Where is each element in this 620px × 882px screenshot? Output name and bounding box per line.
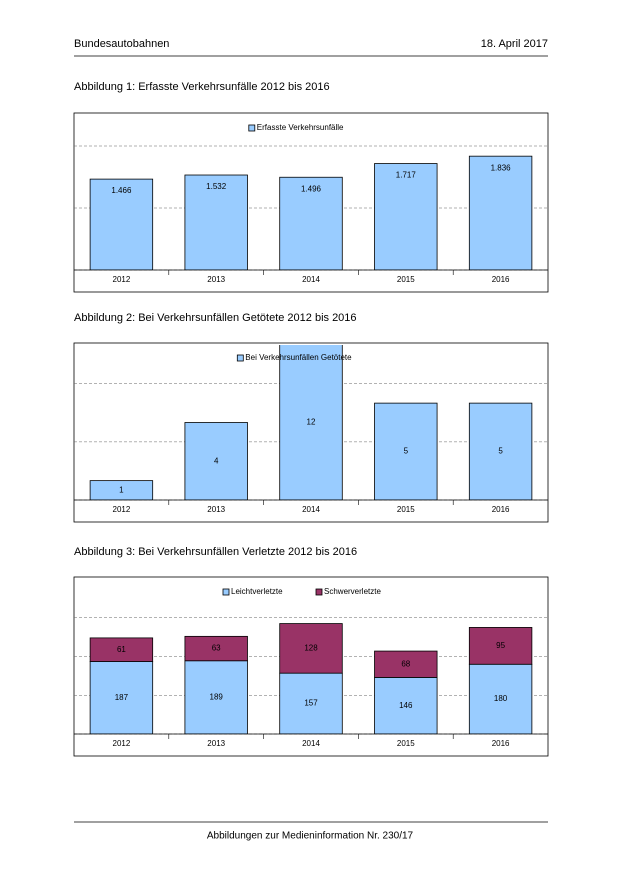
data-label: 1.466: [111, 186, 132, 195]
header-left: Bundesautobahnen: [74, 38, 169, 50]
x-tick-label: 2016: [492, 739, 510, 748]
x-tick-label: 2012: [113, 505, 131, 514]
x-tick-label: 2013: [207, 275, 225, 284]
data-label: 1: [119, 485, 124, 494]
data-label: 1.496: [301, 184, 322, 193]
x-tick-label: 2015: [397, 505, 415, 514]
bar: [89, 480, 154, 500]
bar: [184, 422, 248, 500]
bars: [89, 345, 533, 500]
data-label: 4: [214, 456, 219, 465]
x-tick-label: 2016: [492, 505, 510, 514]
legend-label: Erfasste Verkehrsunfälle: [257, 123, 344, 132]
data-label: 5: [404, 447, 409, 456]
bar: [184, 174, 248, 270]
chart-title: Abbildung 2: Bei Verkehrsunfällen Getöte…: [74, 312, 357, 324]
data-label: 1.532: [206, 182, 227, 191]
bar: [374, 650, 438, 678]
bar: [184, 635, 248, 662]
x-tick-label: 2013: [207, 739, 225, 748]
legend-swatch: [315, 588, 323, 596]
data-label: 5: [498, 447, 503, 456]
bar: [89, 661, 154, 734]
x-tick-label: 2013: [207, 505, 225, 514]
header-right: 18. April 2017: [481, 38, 548, 50]
bar: [279, 623, 343, 674]
bar: [374, 163, 438, 270]
x-tick-label: 2014: [302, 275, 320, 284]
data-label: 128: [304, 643, 318, 652]
bar: [279, 176, 343, 270]
x-tick-label: 2015: [397, 275, 415, 284]
data-label: 187: [115, 693, 129, 702]
legend-swatch: [222, 588, 230, 596]
bars: [89, 155, 533, 270]
x-tick-label: 2015: [397, 739, 415, 748]
x-tick-label: 2012: [113, 739, 131, 748]
data-label: 180: [494, 694, 508, 703]
x-tick-label: 2016: [492, 275, 510, 284]
chart-title: Abbildung 1: Erfasste Verkehrsunfälle 20…: [74, 81, 330, 93]
data-label: 68: [401, 659, 410, 668]
data-label: 146: [399, 701, 413, 710]
bar: [468, 155, 533, 270]
x-tick-label: 2014: [302, 739, 320, 748]
bar: [279, 672, 343, 734]
data-label: 189: [210, 692, 224, 701]
bar: [89, 637, 154, 662]
data-label: 12: [307, 418, 316, 427]
footer: Abbildungen zur Medieninformation Nr. 23…: [207, 831, 414, 842]
x-tick-label: 2014: [302, 505, 320, 514]
data-label: 1.717: [396, 171, 417, 180]
bar: [279, 345, 343, 500]
legend-label: Bei Verkehrsunfällen Getötete: [245, 353, 352, 362]
bar: [468, 402, 533, 500]
bar: [89, 178, 154, 270]
legend-label: Leichtverletzte: [231, 587, 283, 596]
bars: [89, 623, 533, 734]
bar: [184, 660, 248, 734]
bar: [374, 677, 438, 734]
bar: [468, 627, 533, 665]
chart-title: Abbildung 3: Bei Verkehrsunfällen Verlet…: [74, 546, 357, 558]
legend-label: Schwerverletzte: [324, 587, 381, 596]
data-label: 63: [212, 644, 221, 653]
data-label: 61: [117, 645, 126, 654]
legend-swatch: [236, 354, 244, 362]
data-label: 95: [496, 641, 505, 650]
legend-swatch: [248, 124, 256, 132]
bar: [374, 402, 438, 500]
data-label: 157: [304, 699, 318, 708]
data-label: 1.836: [491, 163, 512, 172]
bar: [468, 663, 533, 734]
x-tick-label: 2012: [113, 275, 131, 284]
